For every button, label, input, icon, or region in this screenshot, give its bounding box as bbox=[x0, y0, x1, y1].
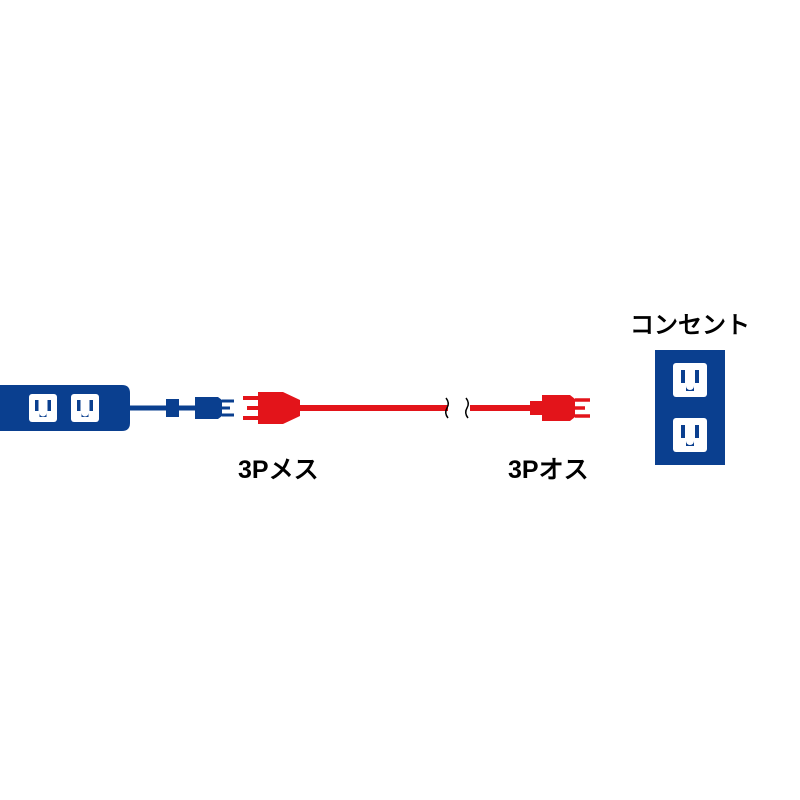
outlet-label: コンセント bbox=[630, 305, 750, 340]
blue-cable bbox=[130, 397, 234, 419]
cable-break-mark bbox=[446, 398, 469, 418]
power-strip bbox=[0, 385, 130, 431]
male-connector-label: 3Pオス bbox=[508, 450, 589, 486]
wall-outlet bbox=[655, 350, 725, 465]
red-female-connector bbox=[243, 392, 300, 424]
red-male-plug bbox=[530, 395, 590, 421]
diagram-canvas bbox=[0, 0, 800, 800]
female-connector-label: 3Pメス bbox=[238, 450, 319, 486]
